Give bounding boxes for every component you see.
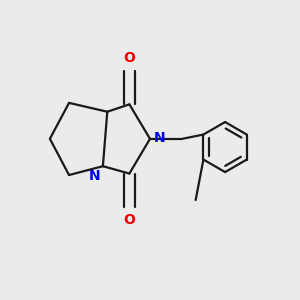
Text: O: O: [124, 213, 135, 227]
Text: N: N: [154, 130, 165, 145]
Text: O: O: [124, 51, 135, 65]
Text: N: N: [88, 169, 100, 182]
